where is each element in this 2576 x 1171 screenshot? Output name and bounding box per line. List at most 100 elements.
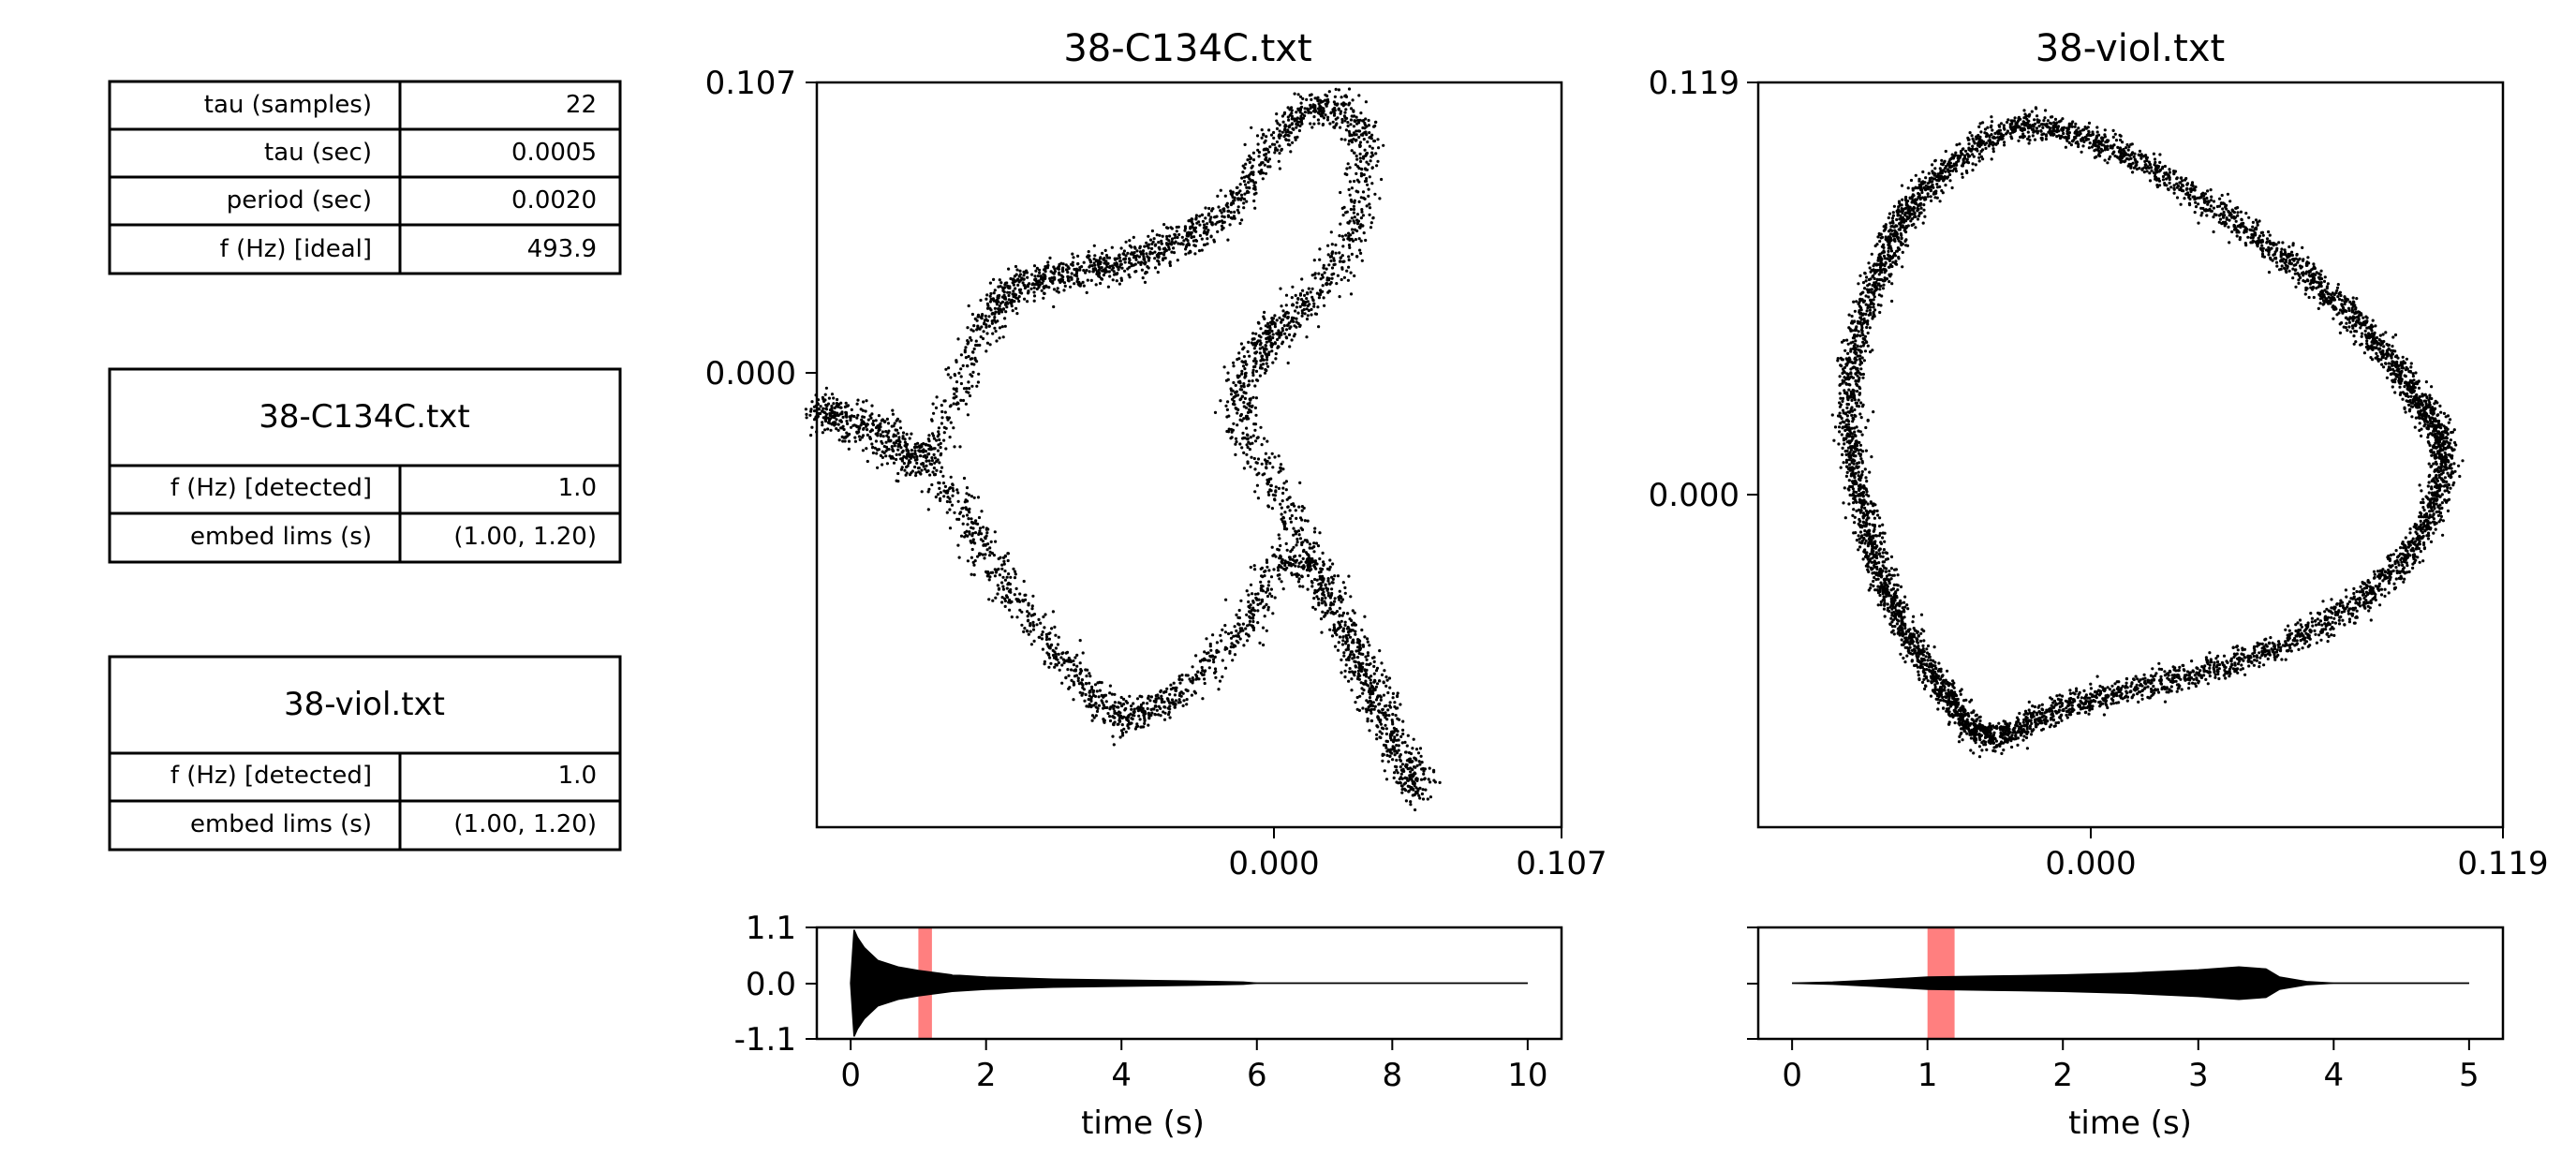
scatter-point [1305, 297, 1309, 301]
scatter-point [1206, 237, 1209, 241]
scatter-point [1241, 364, 1246, 368]
scatter-point [909, 456, 913, 460]
scatter-point [1293, 504, 1296, 508]
scatter-point [1375, 695, 1380, 700]
scatter-point [898, 426, 903, 430]
scatter-point [886, 448, 890, 452]
scatter-point [1124, 730, 1128, 734]
scatter-point [2205, 214, 2209, 217]
scatter-point [1378, 679, 1382, 683]
scatter-point [1408, 776, 1412, 780]
scatter-point [1369, 662, 1372, 666]
scatter-point [1369, 711, 1373, 715]
scatter-point [1307, 308, 1310, 313]
scatter-point [941, 482, 946, 485]
scatter-point [1151, 707, 1155, 711]
scatter-point [1414, 790, 1418, 793]
scatter-point [1204, 216, 1207, 220]
scatter-point [1308, 569, 1311, 572]
scatter-point [1242, 451, 1246, 454]
scatter-point [1134, 270, 1138, 274]
scatter-point [1245, 443, 1249, 447]
scatter-point [2148, 171, 2152, 175]
scatter-point [1090, 714, 1095, 718]
scatter-point [914, 471, 918, 475]
scatter-point [1148, 699, 1152, 703]
scatter-point [1054, 646, 1058, 650]
scatter-point [1359, 251, 1363, 255]
scatter-point [2129, 165, 2133, 169]
scatter-point [2030, 124, 2034, 127]
scatter-point [2055, 135, 2059, 139]
scatter-point [1013, 593, 1016, 597]
scatter-point [1190, 235, 1193, 239]
scatter-point [1418, 796, 1422, 800]
scatter-point [1278, 123, 1281, 126]
scatter-point [988, 343, 992, 347]
scatter-point [1201, 697, 1205, 701]
scatter-point [1359, 159, 1363, 163]
scatter-point [1263, 310, 1266, 314]
scatter-point [1232, 399, 1236, 403]
scatter-point [987, 578, 991, 582]
scatter-point [1338, 635, 1342, 639]
scatter-point [1375, 682, 1380, 686]
scatter-point [1372, 660, 1376, 664]
scatter-point [1319, 570, 1323, 574]
scatter-point [1122, 258, 1126, 261]
scatter-point [870, 442, 874, 446]
scatter-point [948, 526, 953, 530]
scatter-point [1336, 648, 1340, 652]
scatter-point [1136, 724, 1140, 728]
scatter-point [844, 401, 848, 405]
scatter-point [1258, 347, 1262, 350]
scatter-point [1067, 687, 1071, 690]
scatter-point [1340, 619, 1343, 623]
scatter-point [1237, 623, 1241, 627]
scatter-point [1391, 722, 1395, 726]
scatter-point [1409, 770, 1413, 774]
scatter-point [2055, 121, 2059, 125]
scatter-point [1248, 186, 1251, 190]
scatter-point [1348, 667, 1352, 671]
scatter-point [1030, 604, 1034, 608]
scatter-point [1295, 543, 1298, 547]
scatter-point [1128, 275, 1132, 279]
scatter-point [922, 450, 925, 453]
scatter-point [995, 303, 999, 306]
scatter-point [972, 563, 976, 567]
scatter-point [1244, 627, 1248, 630]
scatter-point [2168, 168, 2171, 171]
scatter-point [1263, 574, 1266, 578]
scatter-point [1408, 785, 1412, 789]
scatter-point [991, 297, 995, 301]
scatter-point [1193, 226, 1197, 230]
scatter-point [1001, 587, 1006, 591]
scatter-point [1249, 436, 1252, 439]
scatter-point [1268, 461, 1272, 466]
scatter-point [1300, 527, 1305, 532]
scatter-point [1374, 698, 1379, 702]
scatter-point [2179, 202, 2183, 206]
scatter-point [1328, 565, 1332, 570]
scatter-point [1265, 152, 1268, 156]
scatter-point [2135, 167, 2139, 171]
scatter-point [1284, 328, 1289, 332]
scatter-point [1342, 651, 1346, 655]
scatter-point [824, 408, 829, 411]
scatter-point [1295, 541, 1299, 544]
scatter-point [1405, 777, 1409, 780]
scatter-point [1211, 207, 1215, 211]
scatter-point [1366, 640, 1369, 644]
scatter-point [1368, 696, 1372, 700]
scatter-point [1279, 287, 1282, 290]
scatter-point [1326, 290, 1330, 294]
scatter-point [2212, 215, 2215, 219]
scatter-point [1414, 777, 1418, 780]
scatter-point [1258, 641, 1262, 645]
scatter-point [1154, 243, 1158, 246]
scatter-point [1321, 551, 1325, 556]
scatter-point [1102, 269, 1105, 273]
scatter-point [1334, 243, 1338, 247]
scatter-point [1243, 396, 1247, 400]
